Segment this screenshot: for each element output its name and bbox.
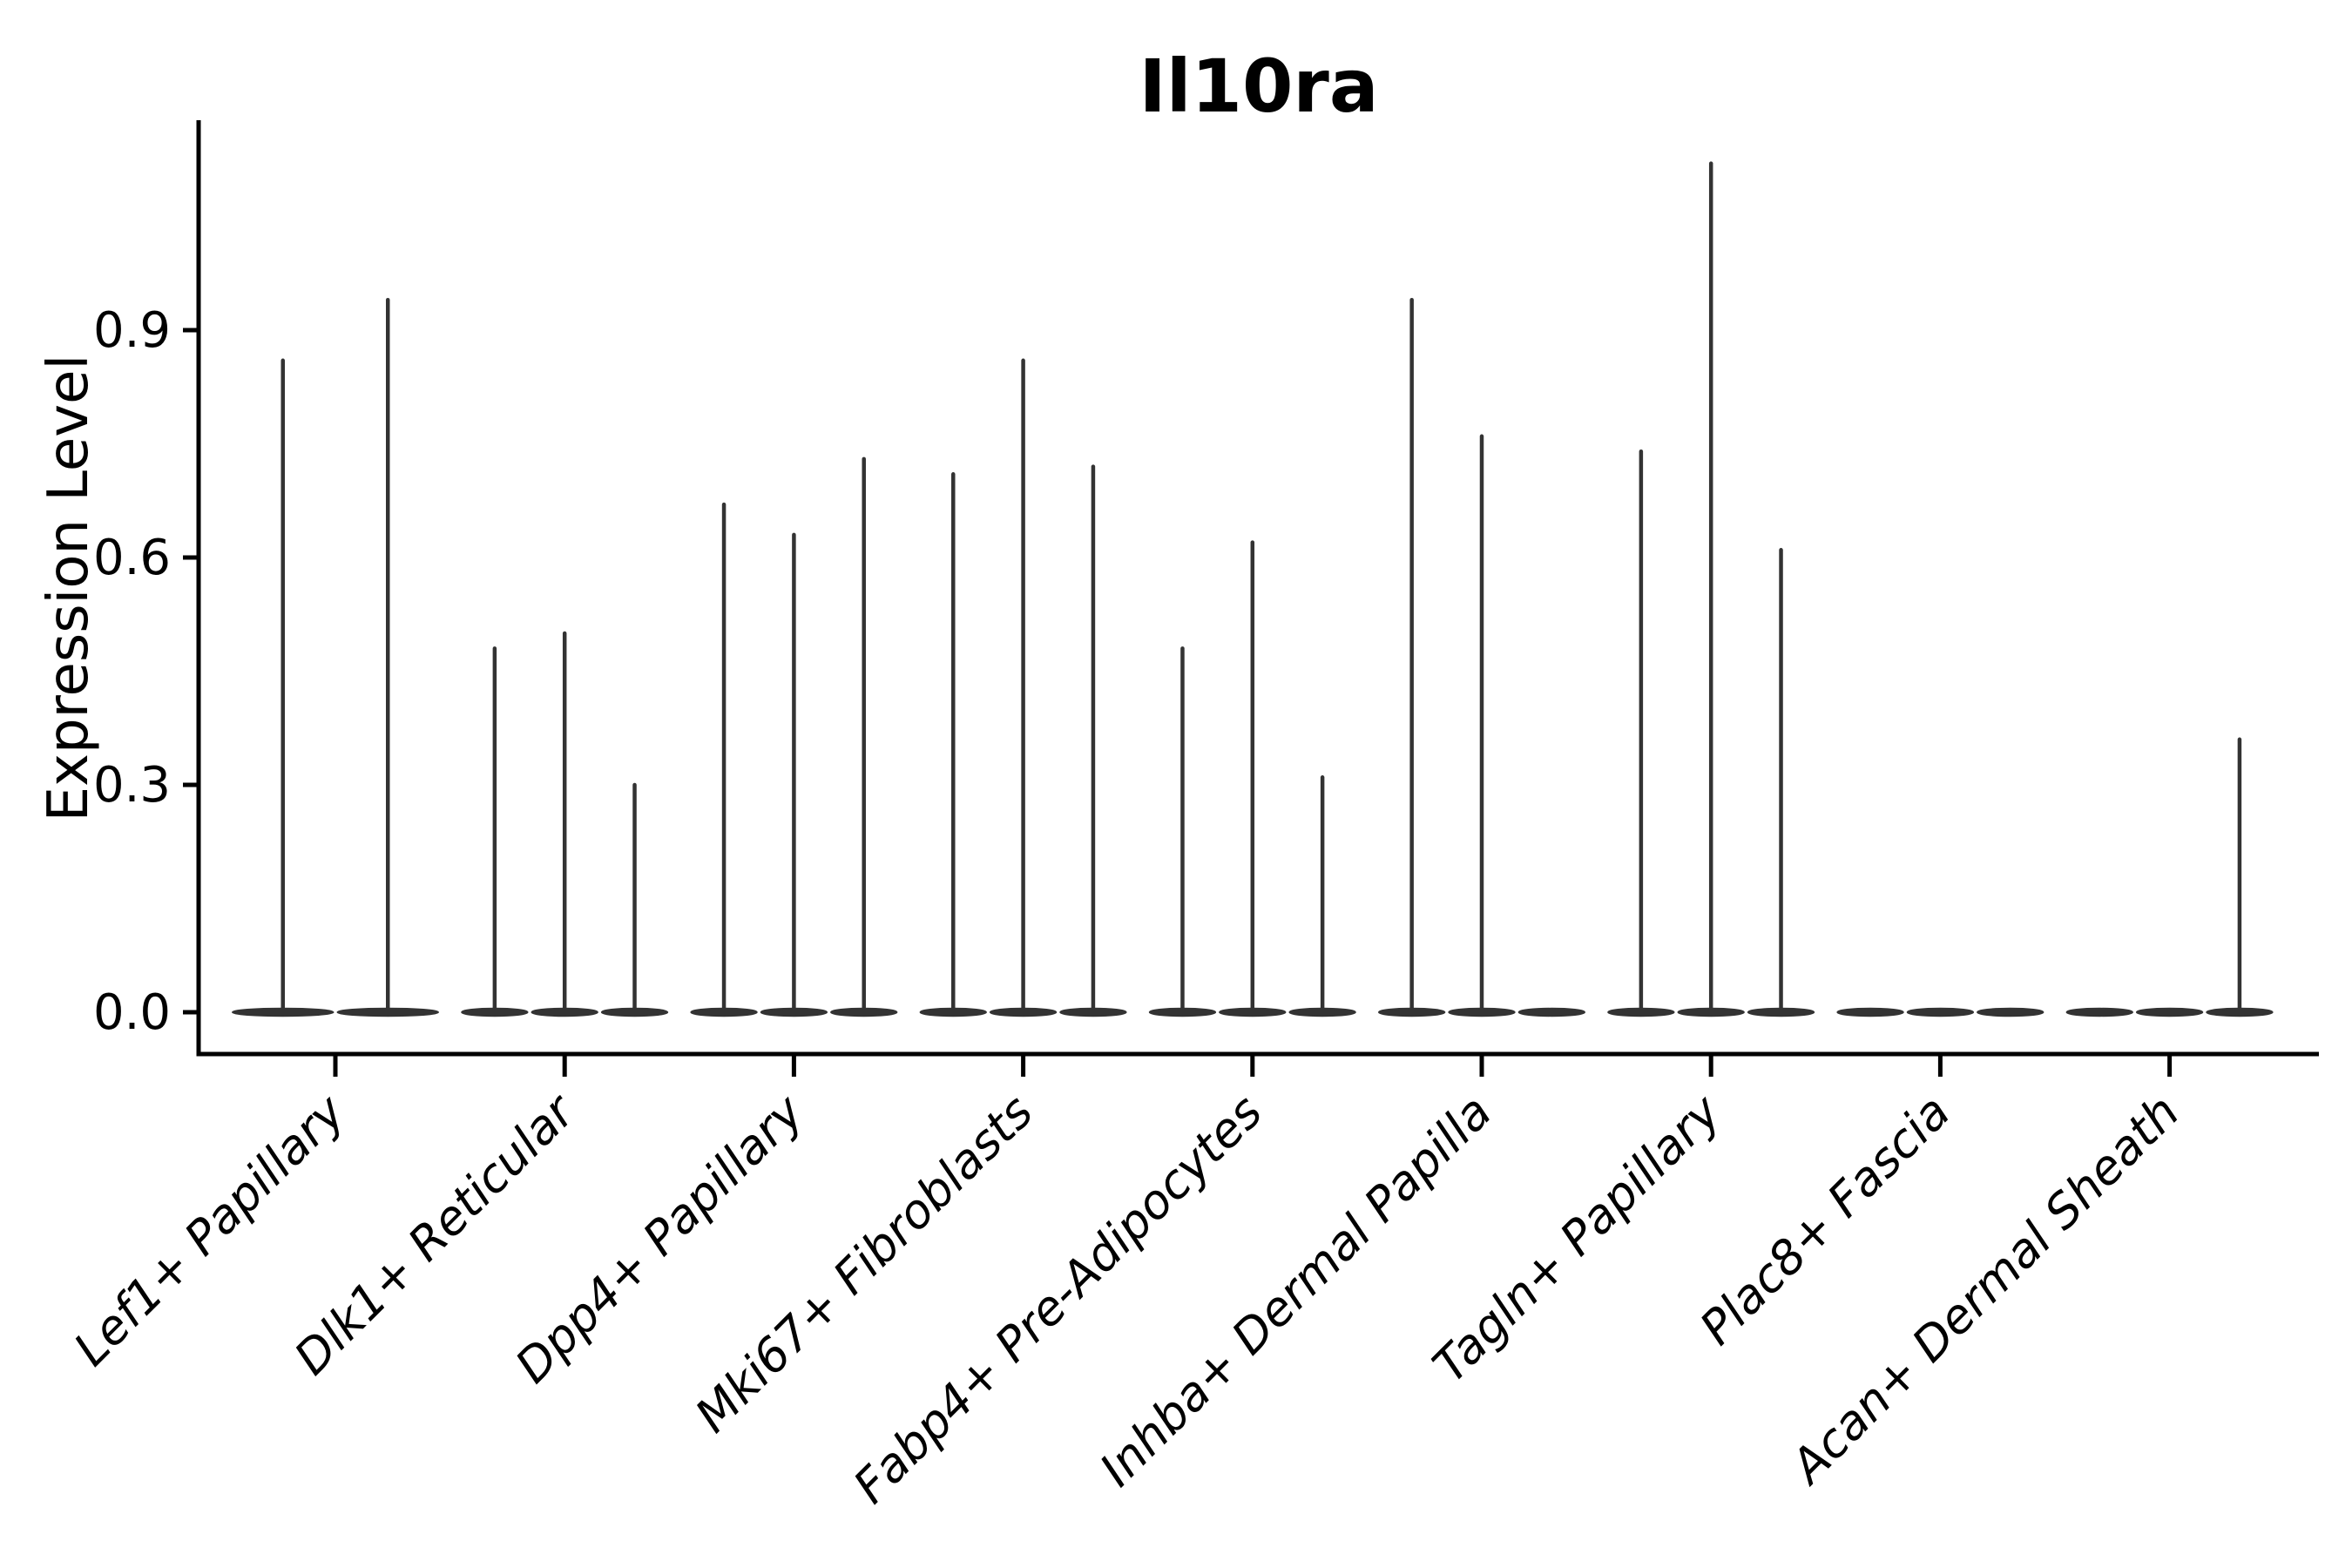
x-tick-label: Acan+ Dermal Sheath — [1779, 1085, 2190, 1496]
violin-body — [1906, 1007, 1975, 1017]
y-tick-label: 0.0 — [93, 984, 171, 1041]
violin-body — [1836, 1007, 1904, 1017]
y-tick-label: 0.6 — [93, 530, 171, 586]
x-tick-label: Fabp4+ Pre-Adipocytes — [843, 1085, 1273, 1514]
violin-body — [690, 1007, 758, 1017]
violin-body — [830, 1007, 898, 1017]
violin-body — [531, 1007, 598, 1017]
violin-body — [1677, 1007, 1745, 1017]
violin-body — [2065, 1007, 2133, 1017]
violins — [232, 161, 2274, 1017]
y-tick-label: 0.9 — [93, 302, 171, 359]
violin-body — [1288, 1007, 1356, 1017]
violin-body — [989, 1007, 1058, 1017]
violin-body — [2135, 1007, 2204, 1017]
violin-body — [1219, 1007, 1287, 1017]
violin-body — [1448, 1007, 1516, 1017]
violin-body — [232, 1007, 335, 1017]
violin-body — [1059, 1007, 1127, 1017]
violin-body — [919, 1007, 987, 1017]
y-axis-ticks: 0.0 0.3 0.6 0.9 — [93, 302, 197, 1041]
y-tick-label: 0.3 — [93, 757, 171, 814]
violin-body — [461, 1007, 529, 1017]
x-tick-label: Inhba+ Dermal Papilla — [1089, 1085, 1502, 1497]
violin-body — [760, 1007, 828, 1017]
y-axis-label: Expression Level — [37, 355, 101, 822]
violin-body — [1977, 1007, 2044, 1017]
violin-body — [336, 1007, 439, 1017]
violin-body — [1607, 1007, 1675, 1017]
violin-body — [2206, 1007, 2274, 1017]
violin-body — [600, 1007, 669, 1017]
violin-body — [1148, 1007, 1217, 1017]
violin-body — [1378, 1007, 1446, 1017]
violin-body — [1517, 1007, 1586, 1017]
chart-title: Il10ra — [1139, 44, 1378, 129]
violin-body — [1747, 1007, 1815, 1017]
